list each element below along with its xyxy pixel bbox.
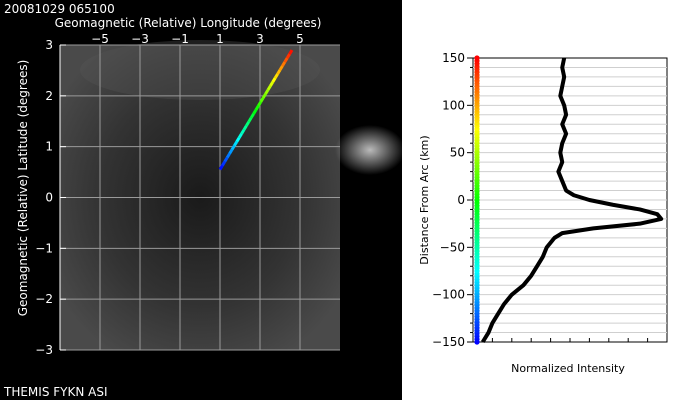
sky-x-tick-label: −1 [171,32,189,46]
profile-x-axis-label: Normalized Intensity [511,362,625,375]
profile-gridlines [467,57,668,343]
sky-map-chart: −5 −3 −1 1 3 5 −3 −2 −1 0 1 2 3 20081029 065100 Geom… [3,2,405,399]
arc-segment [271,77,277,83]
sky-y-tick-label: 2 [45,89,53,103]
arc-segment [225,152,231,159]
sky-y-tick-label: −1 [35,241,53,255]
sky-y-tick-label: 0 [45,191,53,205]
profile-y-tick-label: 100 [442,98,465,112]
arc-segment [228,148,234,155]
color-bar [474,55,480,345]
arc-segment [245,120,251,127]
sky-x-tick-label: −3 [131,32,149,46]
sky-y-tick-label: 3 [45,38,53,52]
arc-segment [273,73,279,79]
sky-y-tick-label: −3 [35,343,53,357]
arc-segment [276,69,282,75]
arc-line [218,49,294,171]
sky-x-tick-label: −5 [91,32,109,46]
profile-y-tick-label: 50 [450,146,465,160]
arc-segment [230,144,236,151]
profile-y-axis-label: Distance From Arc (km) [418,135,431,264]
sky-gridlines [59,44,340,351]
arc-segment [261,93,267,99]
arc-segment [252,109,258,115]
sky-x-tick-label: 5 [296,32,304,46]
arc-segment [259,97,265,103]
color-bar-dot [474,55,480,61]
arc-segment [285,53,291,59]
arc-segment [233,140,239,147]
arc-segment [269,81,275,87]
arc-segment [235,136,241,143]
sky-bright-region [335,125,405,175]
intensity-profile-chart: −150 −100 −50 0 50 100 150 Normalized Intensit… [418,51,668,375]
arc-segment [218,164,224,171]
arc-segment [247,117,253,123]
profile-y-tick-label: −150 [432,335,465,349]
arc-segment [254,105,260,111]
arc-segment [249,113,255,119]
arc-segment [278,65,284,71]
profile-tick-labels: −150 −100 −50 0 50 100 150 [432,51,465,349]
sky-tick-labels: −5 −3 −1 1 3 5 −3 −2 −1 0 1 2 3 [35,32,304,357]
arc-segment [257,101,263,107]
sky-x-tick-label: 3 [256,32,264,46]
profile-panel: −150 −100 −50 0 50 100 150 Normalized Intensit… [402,0,700,400]
arc-segment [264,89,270,95]
arc-segment [288,49,294,55]
sky-x-axis-label: Geomagnetic (Relative) Longitude (degree… [55,16,322,30]
arc-segment [240,128,246,135]
profile-y-tick-label: 0 [457,193,465,207]
intensity-curve [480,57,664,344]
arc-segment [266,85,272,91]
station-label: THEMIS FYKN ASI [3,385,108,399]
profile-y-tick-label: −100 [432,288,465,302]
profile-y-tick-label: −50 [440,240,465,254]
arc-segment [221,160,227,167]
timestamp-label: 20081029 065100 [4,2,115,16]
arc-segment [283,57,289,63]
sky-y-tick-label: 1 [45,140,53,154]
sky-x-tick-label: 1 [216,32,224,46]
sky-y-tick-label: −2 [35,292,53,306]
sky-image-panel: −5 −3 −1 1 3 5 −3 −2 −1 0 1 2 3 20081029 065100 Geom… [0,0,405,400]
arc-segment [223,156,229,163]
intensity-curve-line [480,57,664,344]
arc-segment [237,132,243,139]
profile-y-tick-label: 150 [442,51,465,65]
sky-haze-top [80,40,320,100]
sky-y-axis-label: Geomagnetic (Relative) Latitude (degrees… [16,60,30,317]
arc-segment [242,124,248,131]
arc-segment [281,61,287,67]
